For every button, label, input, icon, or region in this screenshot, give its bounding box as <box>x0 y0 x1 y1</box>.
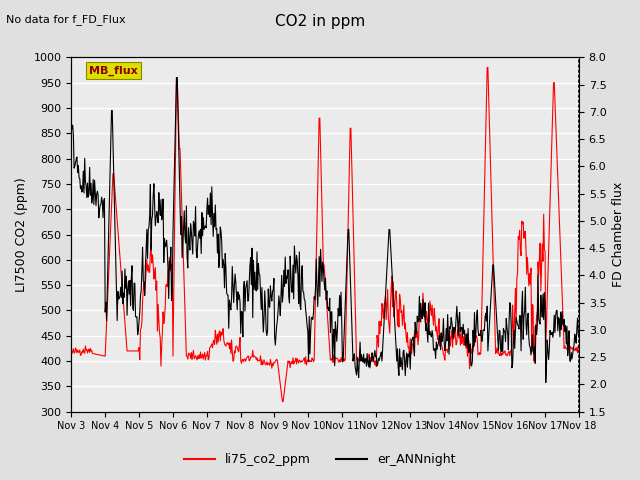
er_ANNnight <box>67 128 75 133</box>
er_ANNnight <box>181 233 189 239</box>
er_ANNnight <box>402 357 410 363</box>
li75_co2_ppm <box>278 399 286 405</box>
li75_co2_ppm <box>67 349 75 355</box>
Text: No data for f_FD_Flux: No data for f_FD_Flux <box>6 14 126 25</box>
Text: MB_flux: MB_flux <box>89 65 138 76</box>
Legend: li75_co2_ppm, er_ANNnight: li75_co2_ppm, er_ANNnight <box>179 448 461 471</box>
er_ANNnight <box>173 75 180 81</box>
er_ANNnight <box>575 334 583 339</box>
Text: CO2 in ppm: CO2 in ppm <box>275 14 365 29</box>
er_ANNnight <box>542 380 550 385</box>
li75_co2_ppm <box>387 286 395 291</box>
er_ANNnight <box>387 253 395 259</box>
li75_co2_ppm <box>207 343 215 349</box>
er_ANNnight <box>208 184 216 190</box>
li75_co2_ppm <box>180 284 188 290</box>
li75_co2_ppm <box>483 65 491 71</box>
li75_co2_ppm <box>77 352 84 358</box>
Line: er_ANNnight: er_ANNnight <box>71 78 579 383</box>
Line: li75_co2_ppm: li75_co2_ppm <box>71 68 579 402</box>
li75_co2_ppm <box>129 348 136 354</box>
Y-axis label: LI7500 CO2 (ppm): LI7500 CO2 (ppm) <box>15 177 28 292</box>
er_ANNnight <box>129 305 136 311</box>
li75_co2_ppm <box>402 331 410 337</box>
li75_co2_ppm <box>575 344 583 350</box>
Y-axis label: FD Chamber flux: FD Chamber flux <box>612 182 625 287</box>
er_ANNnight <box>77 186 84 192</box>
